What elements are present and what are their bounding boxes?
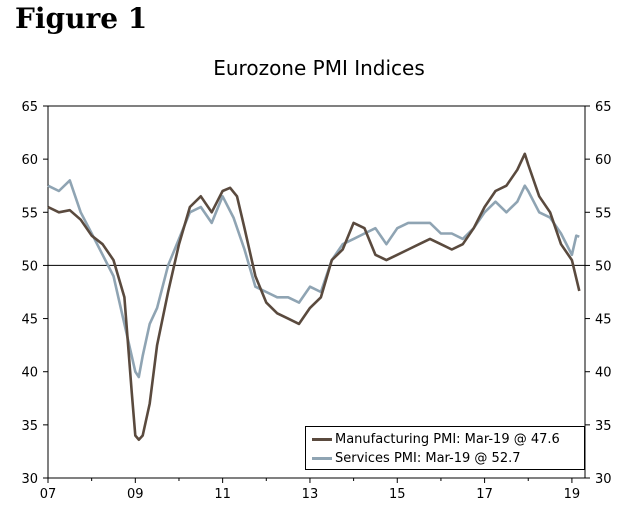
figure-label: Figure 1: [15, 2, 148, 35]
y-tick-label-right: 35: [595, 419, 612, 434]
y-tick-label-left: 45: [21, 313, 38, 328]
y-tick-label-left: 35: [21, 419, 38, 434]
series-line-manufacturing: [47, 152, 581, 442]
legend-item-manufacturing: Manufacturing PMI: Mar-19 @ 47.6: [312, 430, 560, 448]
y-tick-label-left: 40: [21, 366, 38, 381]
series-line-services: [47, 179, 580, 379]
legend-label-manufacturing: Manufacturing PMI: Mar-19 @ 47.6: [335, 431, 560, 447]
y-tick-label-left: 30: [21, 472, 38, 487]
legend-swatch-services: [312, 456, 332, 460]
x-tick-label: 19: [564, 487, 581, 502]
x-tick-label: 17: [476, 487, 493, 502]
legend-swatch-manufacturing: [312, 437, 332, 441]
y-tick-label-right: 45: [595, 313, 612, 328]
y-tick-label-left: 55: [21, 206, 38, 221]
x-tick-label: 07: [40, 487, 57, 502]
x-tick-label: 09: [127, 487, 144, 502]
legend-item-services: Services PMI: Mar-19 @ 52.7: [312, 449, 521, 467]
y-tick-label-right: 65: [595, 100, 612, 115]
plot-area: [47, 105, 586, 479]
y-tick-label-right: 30: [595, 472, 612, 487]
chart-title: Eurozone PMI Indices: [213, 56, 425, 80]
legend-label-services: Services PMI: Mar-19 @ 52.7: [335, 450, 521, 466]
y-tick-label-left: 65: [21, 100, 38, 115]
x-tick-label: 11: [214, 487, 231, 502]
chart-legend: Manufacturing PMI: Mar-19 @ 47.6 Service…: [305, 426, 585, 470]
y-tick-label-right: 40: [595, 366, 612, 381]
y-tick-label-right: 50: [595, 259, 612, 274]
y-tick-label-left: 50: [21, 259, 38, 274]
x-tick-label: 13: [302, 487, 319, 502]
y-tick-label-right: 55: [595, 206, 612, 221]
y-tick-label-right: 60: [595, 153, 612, 168]
y-tick-label-left: 60: [21, 153, 38, 168]
x-tick-label: 15: [389, 487, 406, 502]
